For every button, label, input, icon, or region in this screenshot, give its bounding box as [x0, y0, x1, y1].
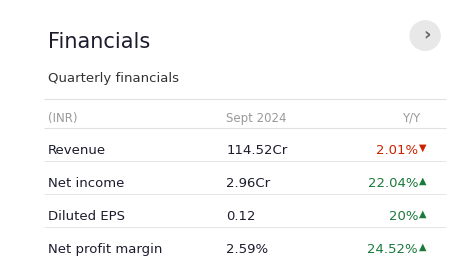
Text: (INR): (INR) [48, 112, 78, 125]
Text: Y/Y: Y/Y [402, 112, 421, 125]
Text: Diluted EPS: Diluted EPS [48, 210, 125, 223]
Text: Sept 2024: Sept 2024 [226, 112, 287, 125]
Ellipse shape [410, 21, 440, 50]
Text: Net profit margin: Net profit margin [48, 243, 162, 256]
Text: 114.52Cr: 114.52Cr [226, 145, 287, 158]
Text: Quarterly financials: Quarterly financials [48, 72, 179, 85]
Text: ▼: ▼ [419, 143, 427, 153]
Text: Financials: Financials [48, 32, 150, 52]
Text: 0.12: 0.12 [226, 210, 256, 223]
Text: 2.01%: 2.01% [376, 145, 418, 158]
Text: Revenue: Revenue [48, 145, 106, 158]
Text: 20%: 20% [389, 210, 418, 223]
Text: 22.04%: 22.04% [367, 177, 418, 190]
Text: ▲: ▲ [419, 242, 427, 252]
Text: 2.96Cr: 2.96Cr [226, 177, 270, 190]
Text: ›: › [424, 27, 431, 44]
Text: Net income: Net income [48, 177, 125, 190]
Text: ▲: ▲ [419, 209, 427, 219]
Text: 2.59%: 2.59% [226, 243, 268, 256]
Text: 24.52%: 24.52% [367, 243, 418, 256]
Text: ▲: ▲ [419, 176, 427, 186]
